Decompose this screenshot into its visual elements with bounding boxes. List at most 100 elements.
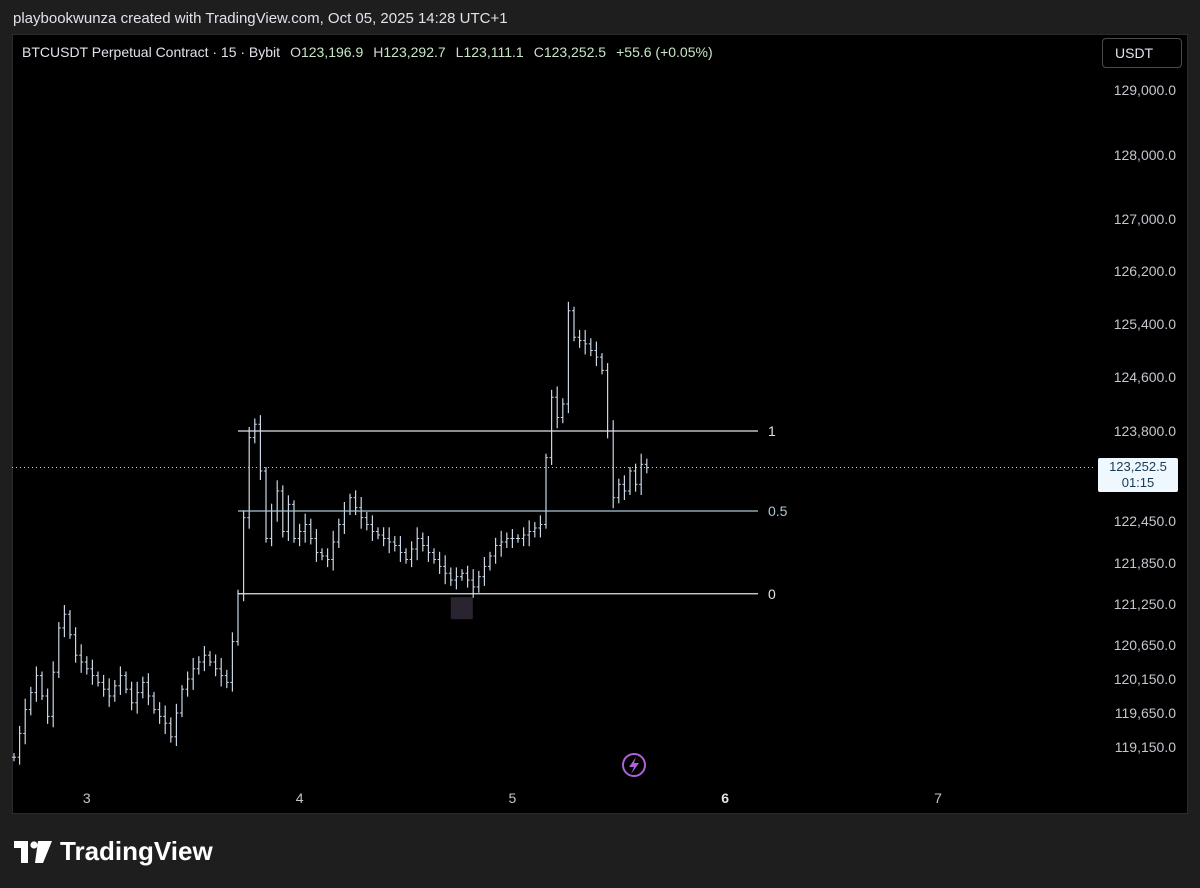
open-label: O [290, 44, 301, 60]
price-axis-label: 128,000.0 [1113, 147, 1176, 163]
ohlc-bar [118, 666, 123, 695]
ohlc-bar [12, 753, 16, 762]
ohlc-bar [320, 548, 324, 561]
chart-pane[interactable] [12, 34, 1188, 814]
ohlc-bar [415, 527, 420, 561]
lightning-icon[interactable] [622, 753, 646, 777]
ohlc-bar [241, 510, 246, 602]
ohlc-bar [510, 529, 515, 548]
fib-retracement: 10.50 [238, 423, 788, 602]
ohlc-bar [28, 686, 33, 716]
ohlc-bar [68, 610, 72, 639]
ohlc-bar [521, 527, 526, 547]
ohlc-bar [600, 353, 604, 375]
ohlc-bar [409, 541, 414, 568]
ohlc-bar [516, 534, 520, 543]
ohlc-bar [51, 661, 56, 728]
ohlc-bar [544, 453, 548, 529]
ohlc-bar [471, 569, 476, 598]
tradingview-logo[interactable]: TradingView [14, 836, 213, 867]
ohlc-bar [549, 389, 554, 465]
low-label: L [455, 44, 464, 60]
ohlc-bar [460, 569, 464, 581]
ohlc-bar [426, 536, 431, 562]
price-axis-label: 120,650.0 [1113, 637, 1176, 653]
ohlc-bar [112, 680, 117, 702]
close-value: 123,252.5 [543, 44, 607, 60]
ohlc-bar [157, 702, 162, 724]
currency-button[interactable]: USDT [1102, 38, 1182, 68]
ohlc-bar [443, 555, 448, 585]
ohlc-bar [387, 527, 392, 554]
symbol-legend: BTCUSDT Perpetual Contract · 15 · Bybit … [22, 44, 713, 60]
ohlc-bar [572, 306, 576, 342]
ohlc-bar [258, 415, 263, 480]
ohlc-bar [135, 681, 140, 714]
ohlc-bar [208, 651, 212, 667]
ohlc-bar [140, 676, 145, 699]
ohlc-bar [482, 557, 487, 586]
ohlc-bar [124, 671, 128, 694]
ohlc-bar [376, 527, 380, 540]
ohlc-bar [202, 646, 207, 672]
price-axis-label: 119,650.0 [1114, 705, 1176, 721]
price-axis-label: 119,150.0 [1114, 739, 1176, 755]
ohlc-bar [275, 480, 280, 522]
ohlc-bar [454, 567, 459, 590]
ohlc-bar [398, 536, 403, 562]
ohlc-bar [577, 329, 582, 348]
ohlc-bar [90, 659, 95, 685]
time-axis-label: 7 [934, 790, 942, 806]
ohlc-bar [185, 671, 190, 697]
ohlc-bar [56, 622, 61, 678]
ohlc-bar [527, 520, 532, 547]
ohlc-bar [224, 669, 229, 689]
ohlc-bar [566, 301, 571, 414]
price-axis-label: 127,000.0 [1113, 211, 1176, 227]
ohlc-bar [465, 565, 470, 588]
ohlc-bar [611, 420, 616, 509]
ohlc-bar [616, 478, 621, 504]
fib-level-label: 0 [768, 586, 776, 602]
ohlc-bar [622, 475, 627, 500]
high-label: H [373, 44, 384, 60]
ohlc-bar [381, 527, 386, 547]
ohlc-bar [325, 548, 330, 568]
ohlc-bar [107, 678, 112, 707]
ohlc-bar [129, 681, 134, 711]
ohlc-bar [437, 551, 442, 574]
ohlc-bar [292, 500, 296, 543]
time-axis-label: 3 [82, 790, 91, 806]
ohlc-bar [314, 529, 319, 562]
ohlc-bar [79, 644, 84, 673]
ohlc-bar [628, 467, 632, 495]
ohlc-bar [488, 551, 492, 571]
ohlc-bar [532, 522, 537, 538]
brand-name: TradingView [60, 836, 213, 866]
ohlc-bar [605, 363, 610, 439]
ohlc-bar [308, 518, 313, 545]
ohlc-bar [146, 673, 151, 706]
ohlc-bar [303, 513, 308, 543]
chart-credit: playbookwunza created with TradingView.c… [13, 10, 508, 27]
price-axis-label: 125,400.0 [1113, 316, 1176, 332]
ohlc-bar [23, 698, 28, 745]
ohlc-bar [269, 503, 274, 547]
price-axis-label: 121,850.0 [1113, 555, 1176, 571]
open-value: 123,196.9 [300, 44, 364, 60]
symbol-title: BTCUSDT Perpetual Contract · 15 · Bybit [22, 44, 281, 60]
last-price-value: 123,252.5 [1109, 458, 1167, 474]
fib-level-label: 1 [768, 423, 776, 439]
ohlc-bar [588, 338, 593, 357]
ohlc-bar [152, 691, 156, 714]
change-value: +55.6 (+0.05%) [616, 44, 713, 60]
low-value: 123,111.1 [463, 44, 524, 60]
ohlc-bar [342, 502, 347, 534]
ohlc-bar [538, 515, 543, 538]
ohlc-bar [84, 656, 89, 675]
ohlc-bar [476, 570, 481, 593]
ohlc-bar [336, 518, 341, 548]
ohlc-bar [96, 671, 100, 687]
ohlc-bar [73, 627, 78, 663]
